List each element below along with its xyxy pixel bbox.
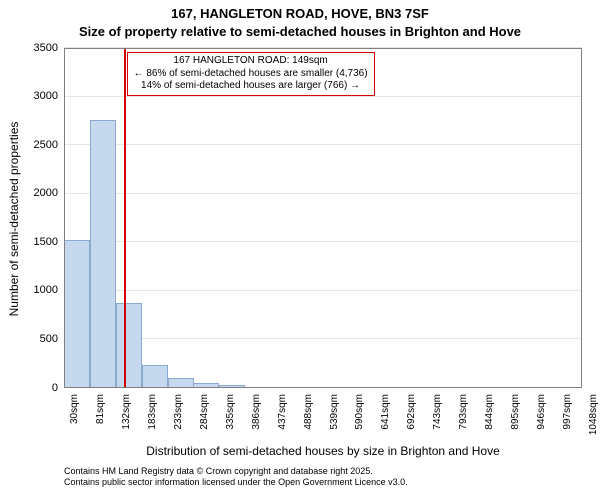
x-tick-label: 1048sqm	[588, 394, 599, 454]
chart-canvas: 167, HANGLETON ROAD, HOVE, BN3 7SF Size …	[0, 0, 600, 500]
histogram-bar	[530, 387, 556, 388]
gridline	[64, 144, 582, 145]
y-tick-label: 3000	[22, 90, 58, 102]
histogram-bar	[168, 378, 194, 388]
histogram-bar	[427, 387, 453, 388]
chart-title-line1: 167, HANGLETON ROAD, HOVE, BN3 7SF	[0, 6, 600, 21]
histogram-bar	[323, 387, 349, 388]
footer-attribution: Contains HM Land Registry data © Crown c…	[64, 466, 408, 489]
histogram-bar	[142, 365, 168, 388]
y-tick-label: 3500	[22, 42, 58, 54]
annotation-line2: ← 86% of semi-detached houses are smalle…	[134, 68, 368, 81]
histogram-bar	[64, 240, 90, 388]
annotation-box: 167 HANGLETON ROAD: 149sqm ← 86% of semi…	[127, 52, 375, 96]
chart-title-line2: Size of property relative to semi-detach…	[0, 24, 600, 39]
annotation-line1: 167 HANGLETON ROAD: 149sqm	[134, 55, 368, 68]
histogram-bar	[401, 387, 427, 388]
y-axis-label: Number of semi-detached properties	[7, 49, 21, 389]
gridline	[64, 290, 582, 291]
footer-line1: Contains HM Land Registry data © Crown c…	[64, 466, 408, 477]
histogram-bar	[271, 387, 297, 388]
y-tick-label: 1000	[22, 284, 58, 296]
histogram-bar	[297, 387, 323, 388]
y-tick-label: 1500	[22, 236, 58, 248]
histogram-bar	[219, 385, 245, 388]
histogram-bar	[116, 303, 142, 388]
histogram-bar	[349, 387, 375, 388]
plot-area	[64, 48, 582, 388]
histogram-bar	[478, 387, 504, 388]
histogram-bar	[504, 387, 530, 388]
annotation-line3: 14% of semi-detached houses are larger (…	[134, 80, 368, 93]
gridline	[64, 193, 582, 194]
gridline	[64, 241, 582, 242]
y-tick-label: 0	[22, 382, 58, 394]
x-axis-label: Distribution of semi-detached houses by …	[64, 444, 582, 458]
footer-line2: Contains public sector information licen…	[64, 477, 408, 488]
gridline	[64, 47, 582, 48]
gridline	[64, 96, 582, 97]
subject-line	[124, 48, 126, 388]
histogram-bar	[375, 387, 401, 388]
y-tick-label: 2500	[22, 139, 58, 151]
histogram-bar	[90, 120, 116, 388]
histogram-bar	[452, 387, 478, 388]
histogram-bar	[245, 387, 271, 388]
y-tick-label: 2000	[22, 187, 58, 199]
histogram-bar	[556, 387, 582, 388]
histogram-bar	[193, 383, 219, 388]
y-tick-label: 500	[22, 333, 58, 345]
